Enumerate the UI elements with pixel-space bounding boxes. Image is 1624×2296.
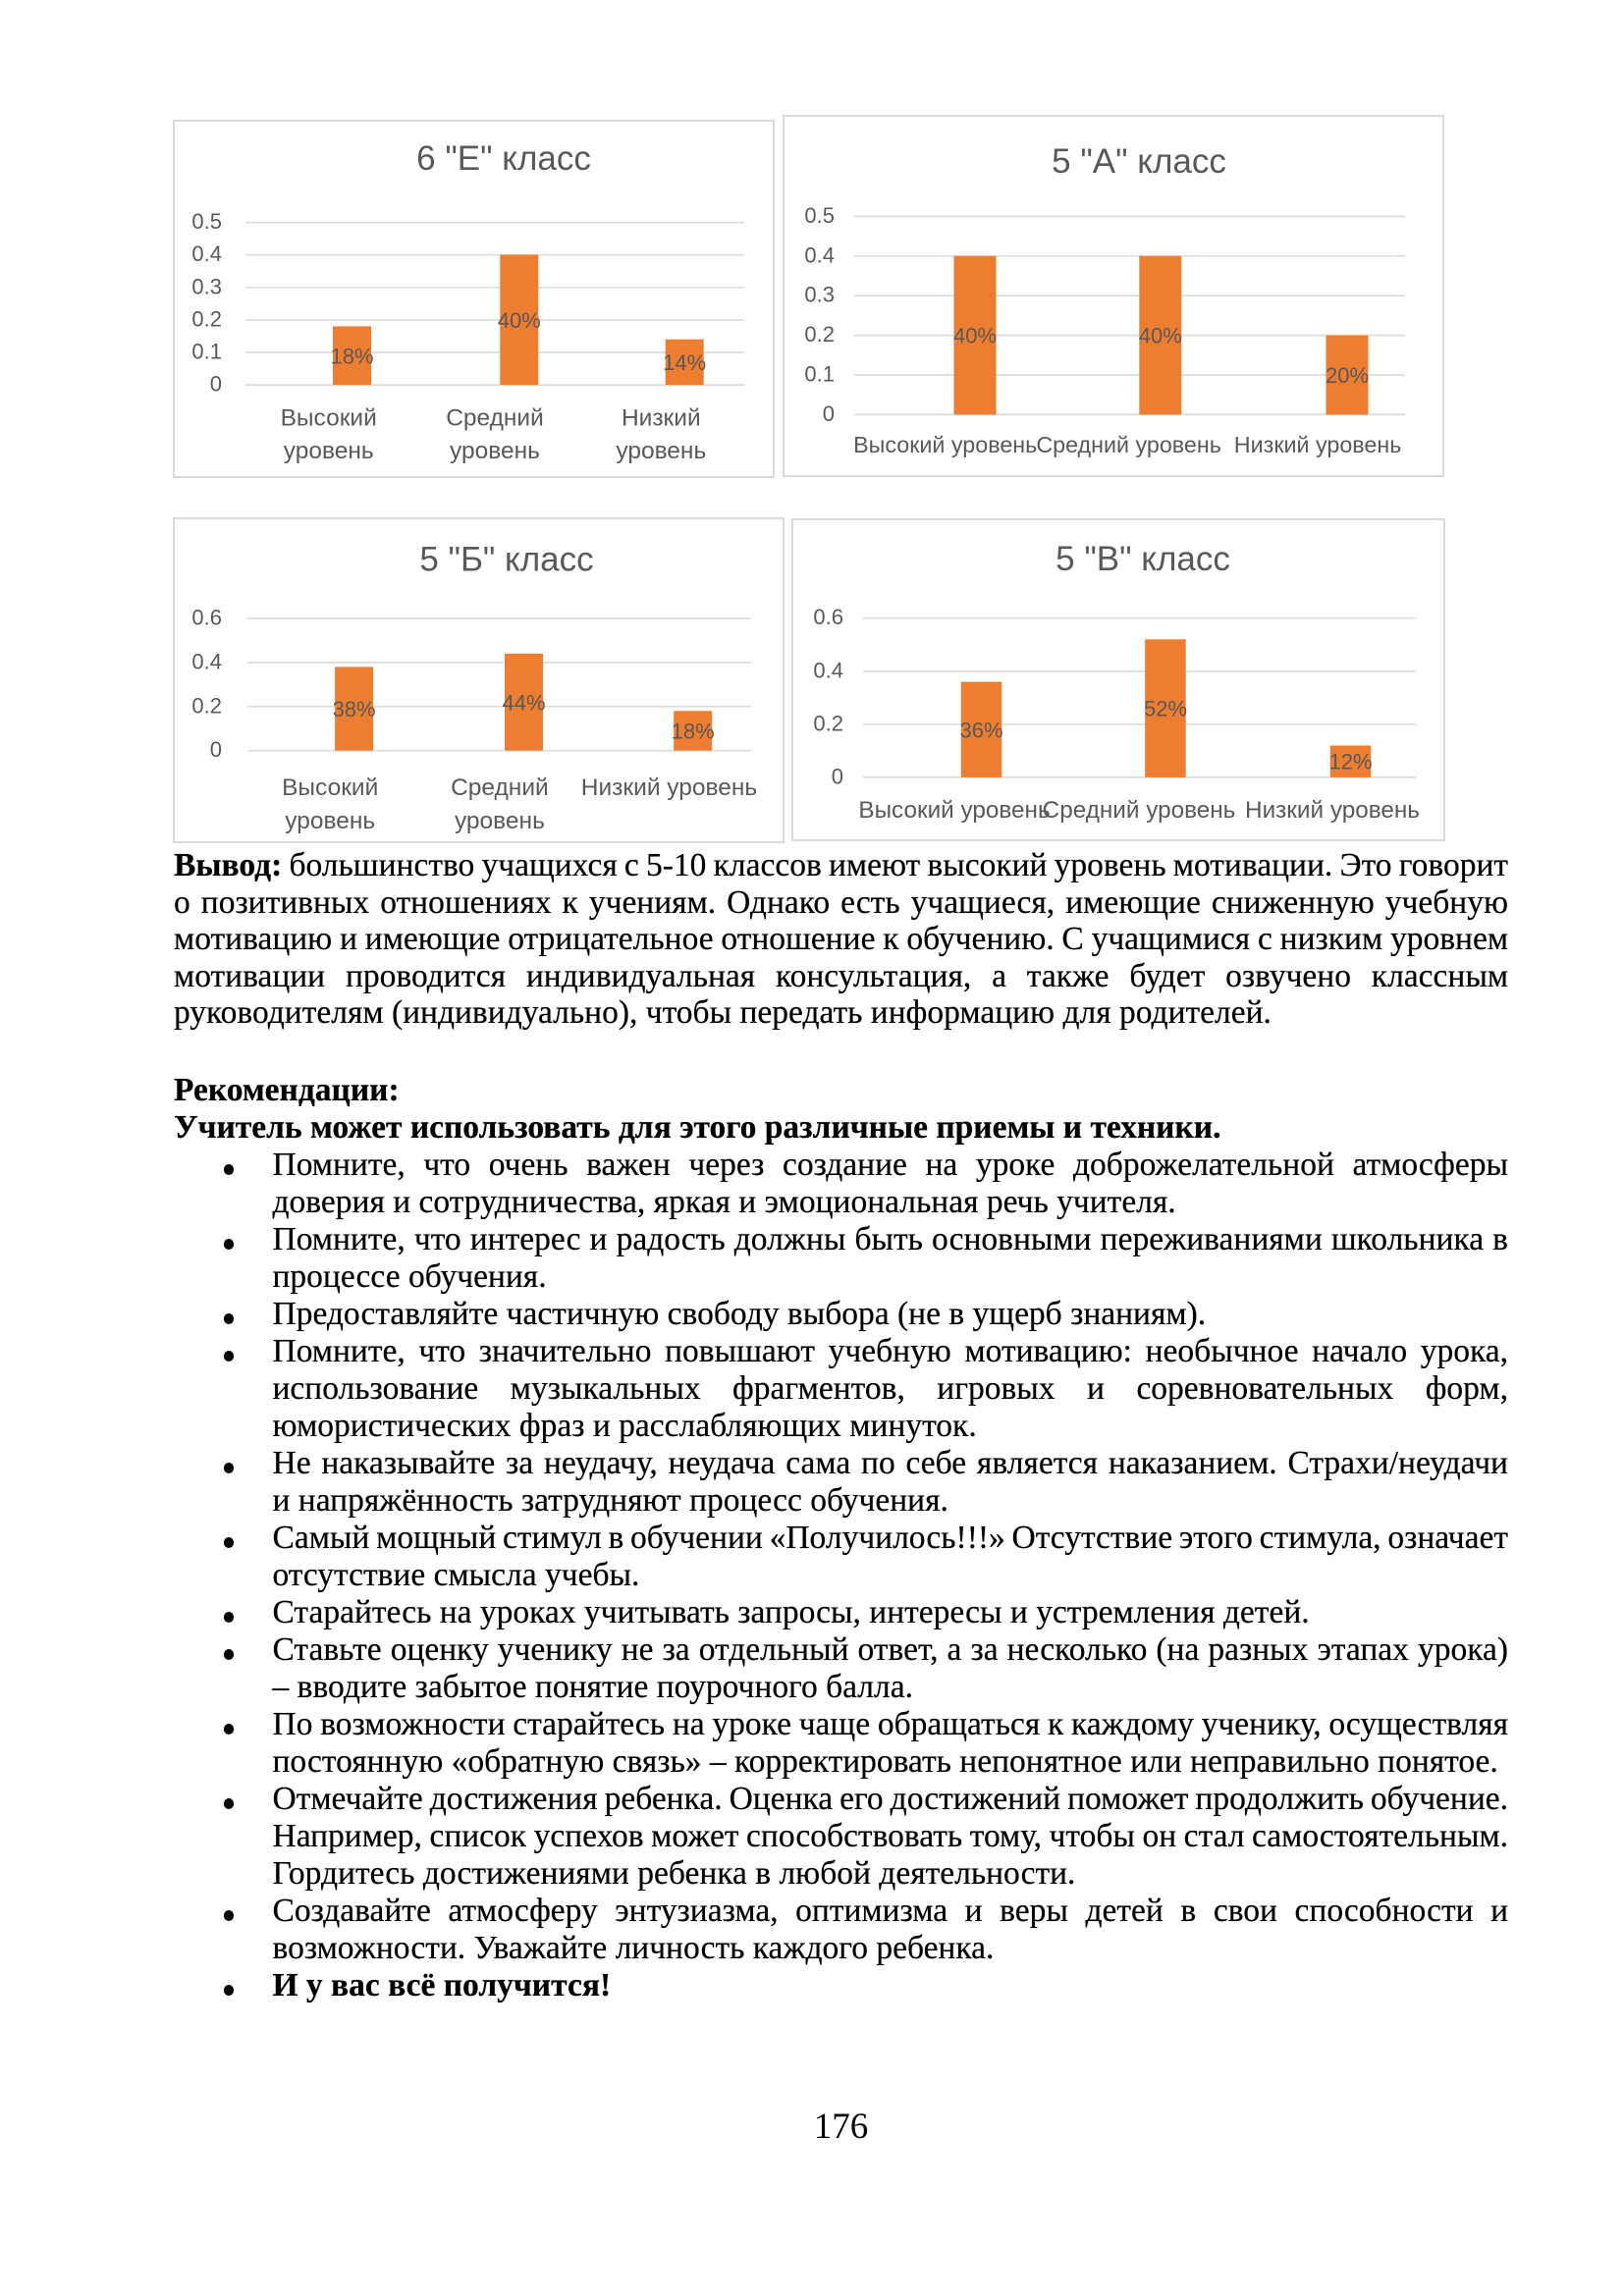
svg-text:0.2: 0.2 xyxy=(804,322,835,347)
svg-text:40%: 40% xyxy=(953,324,997,348)
svg-text:0.2: 0.2 xyxy=(191,306,222,331)
svg-text:уровень: уровень xyxy=(616,438,706,464)
svg-text:5 "В" класс: 5 "В" класс xyxy=(1056,540,1230,578)
svg-text:40%: 40% xyxy=(498,308,541,333)
svg-text:0: 0 xyxy=(832,764,843,788)
svg-text:12%: 12% xyxy=(1329,750,1373,774)
svg-text:0.6: 0.6 xyxy=(191,606,222,630)
svg-text:36%: 36% xyxy=(959,718,1002,742)
svg-text:0.5: 0.5 xyxy=(804,203,835,228)
svg-text:уровень: уровень xyxy=(284,438,374,464)
svg-text:6 "Е" класс: 6 "Е" класс xyxy=(416,139,591,178)
svg-text:Средний уровень: Средний уровень xyxy=(1036,432,1221,457)
svg-text:Высокий уровень: Высокий уровень xyxy=(858,797,1050,824)
svg-text:Средний уровень: Средний уровень xyxy=(1043,797,1236,824)
svg-text:0.2: 0.2 xyxy=(813,711,843,735)
svg-text:Низкий: Низкий xyxy=(622,405,701,432)
svg-text:Высокий уровень: Высокий уровень xyxy=(853,432,1037,457)
svg-text:44%: 44% xyxy=(502,690,545,715)
svg-text:0.1: 0.1 xyxy=(804,362,835,387)
svg-text:0.4: 0.4 xyxy=(191,649,222,673)
svg-text:Средний: Средний xyxy=(451,774,549,801)
svg-text:0: 0 xyxy=(210,737,222,762)
svg-text:уровень: уровень xyxy=(455,808,545,834)
svg-text:20%: 20% xyxy=(1326,363,1369,388)
svg-text:14%: 14% xyxy=(663,350,706,375)
svg-text:40%: 40% xyxy=(1139,324,1182,348)
svg-text:уровень: уровень xyxy=(285,808,375,834)
svg-text:0.5: 0.5 xyxy=(191,209,222,234)
svg-text:18%: 18% xyxy=(330,344,373,368)
svg-text:Средний: Средний xyxy=(446,405,544,432)
svg-text:0: 0 xyxy=(823,401,835,426)
svg-text:0.1: 0.1 xyxy=(191,340,222,364)
svg-text:5 "Б" класс: 5 "Б" класс xyxy=(419,541,593,579)
svg-text:52%: 52% xyxy=(1144,697,1187,721)
svg-text:0.3: 0.3 xyxy=(191,274,222,298)
svg-text:Высокий: Высокий xyxy=(282,774,378,801)
svg-text:0.6: 0.6 xyxy=(813,605,843,629)
svg-text:18%: 18% xyxy=(672,720,715,744)
svg-text:0.2: 0.2 xyxy=(191,693,222,718)
svg-text:Низкий уровень: Низкий уровень xyxy=(1245,797,1420,824)
svg-text:0.4: 0.4 xyxy=(804,242,835,267)
svg-text:0.3: 0.3 xyxy=(804,283,835,307)
svg-text:0: 0 xyxy=(210,372,222,397)
svg-text:0.4: 0.4 xyxy=(191,241,222,266)
svg-text:уровень: уровень xyxy=(450,438,540,464)
svg-text:Низкий уровень: Низкий уровень xyxy=(1234,432,1402,457)
svg-text:0.4: 0.4 xyxy=(813,658,843,682)
svg-text:5 "А" класс: 5 "А" класс xyxy=(1052,142,1226,181)
svg-text:Высокий: Высокий xyxy=(281,405,377,432)
svg-text:Низкий уровень: Низкий уровень xyxy=(581,774,757,801)
svg-text:38%: 38% xyxy=(333,697,376,721)
